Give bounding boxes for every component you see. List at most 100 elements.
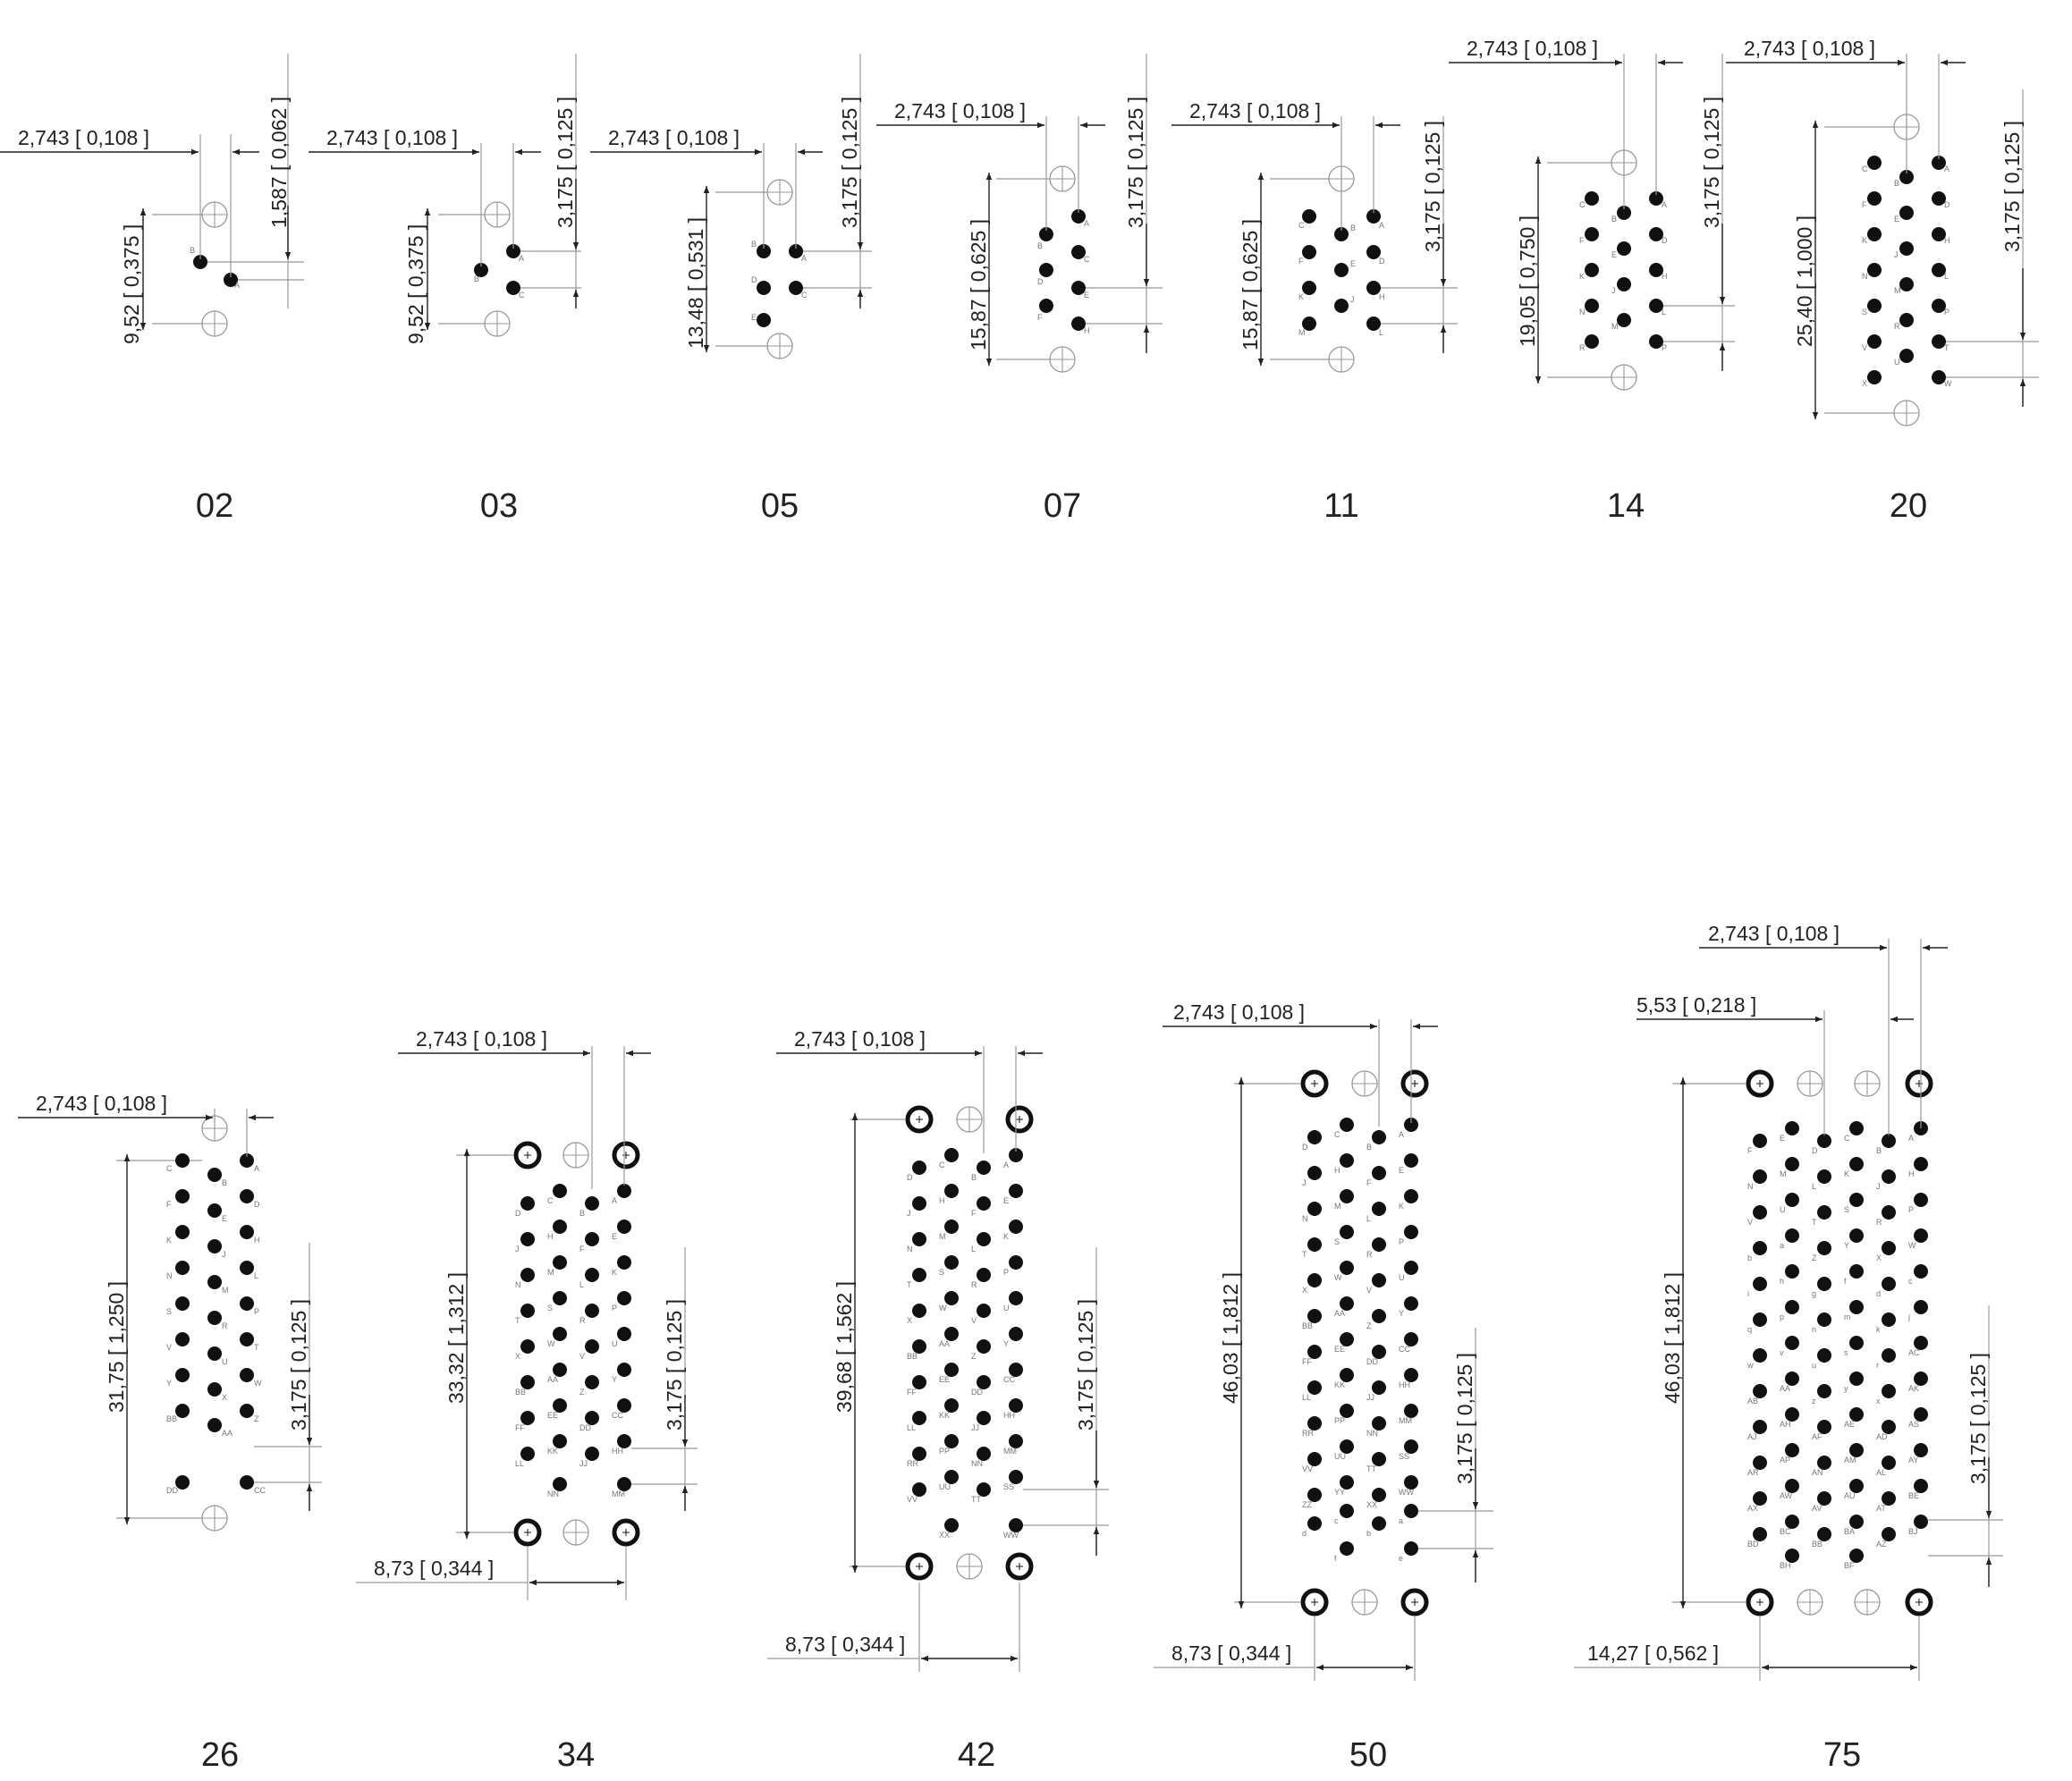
pin-label: K	[1298, 292, 1304, 301]
pin-Y	[1009, 1327, 1023, 1341]
pin-label: D	[1812, 1146, 1818, 1155]
pin-label: M	[1334, 1202, 1341, 1211]
pin-PP	[1340, 1404, 1354, 1418]
pin-label: C	[1862, 165, 1868, 173]
pin-label: LL	[907, 1423, 916, 1432]
dimension-label: 3,175 [ 0,125 ]	[1124, 97, 1147, 228]
pin-AR	[1753, 1456, 1767, 1470]
pin-label: PP	[1334, 1416, 1345, 1425]
pin-label: DD	[971, 1388, 983, 1397]
pin-C	[1340, 1118, 1354, 1132]
pin-label: EE	[939, 1375, 950, 1384]
layout-14: 19,05 [ 0,750 ] C B A F E D K J H N M L R P 2,743 [ 0,1…	[1449, 37, 1735, 525]
pin-f	[1340, 1541, 1354, 1556]
pin-BC	[1785, 1515, 1799, 1529]
pin-label: X	[1862, 379, 1867, 388]
pin-label: AK	[1908, 1384, 1919, 1393]
dimension-label: 13,48 [ 0,531 ]	[684, 217, 707, 349]
pin-K	[1849, 1157, 1864, 1171]
pin-label: B	[579, 1209, 585, 1218]
pin-A	[224, 273, 238, 287]
pin-DD	[977, 1375, 991, 1389]
pin-label: B	[1611, 215, 1617, 224]
pin-label: J	[222, 1250, 226, 1259]
pin-label: S	[547, 1304, 553, 1313]
pin-D	[1307, 1130, 1322, 1144]
pin-label: J	[1350, 295, 1355, 304]
pin-JJ	[585, 1447, 599, 1461]
pin-label: FF	[1302, 1357, 1312, 1366]
mount-hole-icon	[1328, 346, 1355, 373]
dimension-label: 39,68 [ 1,562 ]	[833, 1281, 856, 1413]
pin-label: C	[939, 1161, 945, 1169]
pin-label: z	[1812, 1397, 1816, 1405]
pin-label: f	[1334, 1554, 1337, 1563]
pin-label: e	[1399, 1554, 1403, 1563]
dimension-label: 3,175 [ 0,125 ]	[1421, 121, 1444, 252]
pin-label: AA	[547, 1375, 558, 1384]
pin-BB	[1307, 1309, 1322, 1323]
pin-F	[1372, 1166, 1386, 1180]
pin-label: X	[1876, 1253, 1882, 1262]
pin-B	[1899, 170, 1914, 184]
heavy-mount-hole-icon	[1300, 1069, 1329, 1098]
pin-label: AA	[1334, 1309, 1345, 1318]
pin-label: C	[801, 291, 808, 300]
pin-J	[1334, 299, 1349, 313]
pin-AA	[1340, 1296, 1354, 1311]
pin-S	[1867, 299, 1882, 313]
pin-label: E	[751, 313, 757, 322]
pin-label: FF	[907, 1388, 917, 1397]
pin-label: U	[612, 1339, 618, 1348]
pin-R	[1372, 1237, 1386, 1252]
pin-label: EE	[547, 1411, 558, 1420]
pin-S	[175, 1296, 190, 1311]
pin-label: BB	[166, 1414, 177, 1423]
heavy-mount-hole-icon	[513, 1141, 542, 1169]
dimension-label: 3,175 [ 0,125 ]	[1966, 1353, 1990, 1484]
dimension-label: 2,743 [ 0,108 ]	[894, 99, 1026, 122]
pin-AB	[1753, 1384, 1767, 1398]
pin-label: k	[1876, 1325, 1881, 1334]
pin-RR	[912, 1447, 926, 1461]
pin-label: AW	[1780, 1491, 1793, 1500]
pin-AC	[1914, 1336, 1928, 1350]
layout-05: 13,48 [ 0,531 ] B A D C E 2,743 [ 0,108 ] 3,175…	[590, 54, 872, 525]
pin-label: f	[1844, 1277, 1847, 1286]
pin-label: F	[1366, 1178, 1372, 1187]
pin-label: S	[1844, 1205, 1849, 1214]
pin-AA	[944, 1327, 959, 1341]
dimension-label: 14,27 [ 0,562 ]	[1587, 1642, 1719, 1665]
pin-label: U	[1894, 358, 1900, 367]
pin-label: AZ	[1876, 1540, 1887, 1549]
dimension-label: 33,32 [ 1,312 ]	[444, 1272, 468, 1404]
pin-label: s	[1844, 1348, 1848, 1357]
pin-HH	[1404, 1368, 1418, 1382]
pin-F	[1585, 227, 1599, 241]
pin-label: V	[166, 1343, 172, 1352]
dimension-label: 3,175 [ 0,125 ]	[1700, 97, 1723, 228]
heavy-mount-hole-icon	[612, 1518, 640, 1547]
pin-D	[1039, 263, 1053, 277]
pin-AM	[1849, 1443, 1864, 1457]
pin-A	[1649, 191, 1663, 206]
dimension-label: 2,743 [ 0,108 ]	[1744, 37, 1875, 60]
pin-M	[1617, 313, 1631, 327]
pin-label: K	[166, 1236, 172, 1245]
pin-label: RR	[1302, 1429, 1314, 1438]
pin-F	[977, 1196, 991, 1211]
pin-label: HH	[1003, 1411, 1015, 1420]
pin-label: UU	[1334, 1452, 1346, 1461]
pin-F	[585, 1232, 599, 1246]
pin-LL	[1307, 1380, 1322, 1395]
pin-label: NN	[971, 1459, 983, 1468]
pin-label: L	[1366, 1214, 1371, 1223]
pin-W	[1914, 1228, 1928, 1243]
pin-PP	[944, 1434, 959, 1448]
pin-H	[1366, 281, 1381, 295]
pin-r	[1882, 1348, 1896, 1363]
pin-L	[1932, 263, 1946, 277]
pin-x	[1882, 1384, 1896, 1398]
pin-BB	[175, 1404, 190, 1418]
pin-X	[520, 1339, 535, 1354]
